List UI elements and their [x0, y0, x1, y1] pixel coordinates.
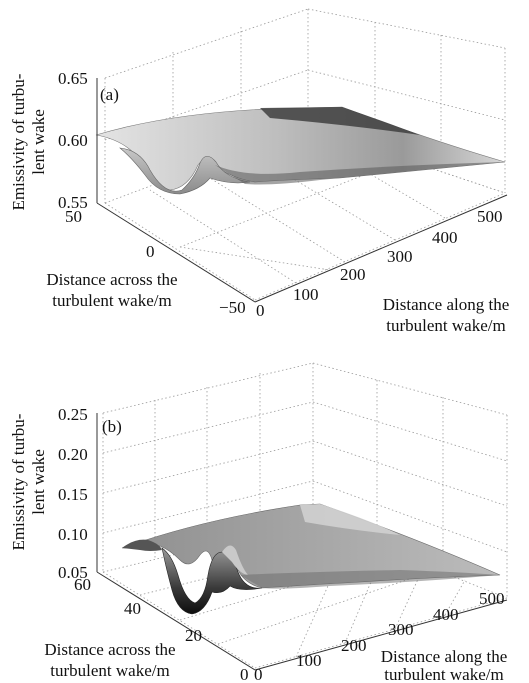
- panel-a-z-tick: 0.60: [58, 131, 88, 150]
- panel-b-x-tick: 200: [341, 636, 367, 655]
- panel-a-y-tick: 50: [65, 207, 82, 226]
- panel-b-ylabel-line1: Distance across the: [44, 640, 175, 659]
- panel-a-y-tick: 0: [146, 242, 155, 261]
- panel-b-z-tick: 0.10: [58, 525, 88, 544]
- panel-b-y-tick: 0: [240, 665, 249, 683]
- panel-a-x-tick: 500: [477, 207, 503, 226]
- panel-b-x-tick: 100: [296, 651, 322, 670]
- panel-a-labels: (a) 0.65 0.60 0.55 Emissivity of turbu- …: [9, 69, 509, 335]
- panel-a: (a) 0.65 0.60 0.55 Emissivity of turbu- …: [9, 8, 509, 335]
- panel-a-label: (a): [100, 85, 119, 104]
- panel-b: (b) 0.25 0.20 0.15 0.10 0.05 Emissivity …: [9, 362, 508, 683]
- surface-b-light-corner: [300, 504, 400, 535]
- panel-a-z-tick: 0.55: [58, 193, 88, 212]
- panel-a-zlabel-line2: lent wake: [29, 109, 48, 175]
- panel-a-y-tick: −50: [219, 298, 246, 317]
- panel-b-zlabel-line2: lent wake: [29, 449, 48, 515]
- panel-a-xlabel-line2: turbulent wake/m: [386, 316, 505, 335]
- panel-b-zlabel-line1: Emissivity of turbu-: [9, 413, 28, 550]
- panel-a-xlabel-line1: Distance along the: [383, 295, 510, 314]
- surface-b-left-peak: [122, 539, 162, 551]
- panel-b-labels: (b) 0.25 0.20 0.15 0.10 0.05 Emissivity …: [9, 405, 507, 683]
- panel-b-x-tick: 400: [433, 605, 459, 624]
- surface-a-trough: [119, 147, 251, 195]
- panel-a-x-tick: 300: [387, 247, 413, 266]
- panel-a-axes: [96, 78, 508, 303]
- panel-b-x-tick: 0: [254, 665, 263, 683]
- surface-b-wake-shade: [240, 570, 500, 589]
- panel-a-z-tick: 0.65: [58, 69, 88, 88]
- panel-b-z-tick: 0.25: [58, 405, 88, 424]
- panel-b-y-tick: 40: [124, 599, 141, 618]
- panel-a-x-tick: 400: [432, 228, 458, 247]
- panel-b-xlabel-line2: turbulent wake/m: [384, 665, 503, 683]
- panel-b-xlabel-line1: Distance along the: [381, 647, 508, 666]
- panel-a-ylabel-line1: Distance across the: [46, 270, 177, 289]
- panel-b-z-tick: 0.05: [58, 563, 88, 582]
- surface-a-wake-shade: [215, 162, 505, 185]
- panel-b-y-tick: 20: [185, 626, 202, 645]
- panel-b-z-tick: 0.20: [58, 445, 88, 464]
- panel-b-z-tick: 0.15: [58, 485, 88, 504]
- panel-b-label: (b): [102, 417, 122, 436]
- panel-a-x-tick: 200: [340, 265, 366, 284]
- panel-a-x-tick: 0: [256, 301, 265, 320]
- panel-a-zlabel-line1: Emissivity of turbu-: [9, 73, 28, 210]
- panel-b-y-tick: 60: [74, 575, 91, 594]
- surface-b-right-peak: [222, 545, 248, 575]
- panel-b-x-tick: 300: [388, 620, 414, 639]
- surface-a-dark-ridge: [260, 107, 420, 135]
- panel-a-surface: [95, 106, 506, 195]
- panel-a-x-tick: 100: [293, 285, 319, 304]
- panel-b-ylabel-line2: turbulent wake/m: [50, 661, 169, 680]
- panel-a-ylabel-line2: turbulent wake/m: [52, 291, 171, 310]
- panel-b-surface: [121, 503, 501, 615]
- panel-b-x-tick: 500: [479, 589, 505, 608]
- surface-b-trough: [161, 547, 263, 615]
- panel-b-axes: [96, 413, 508, 671]
